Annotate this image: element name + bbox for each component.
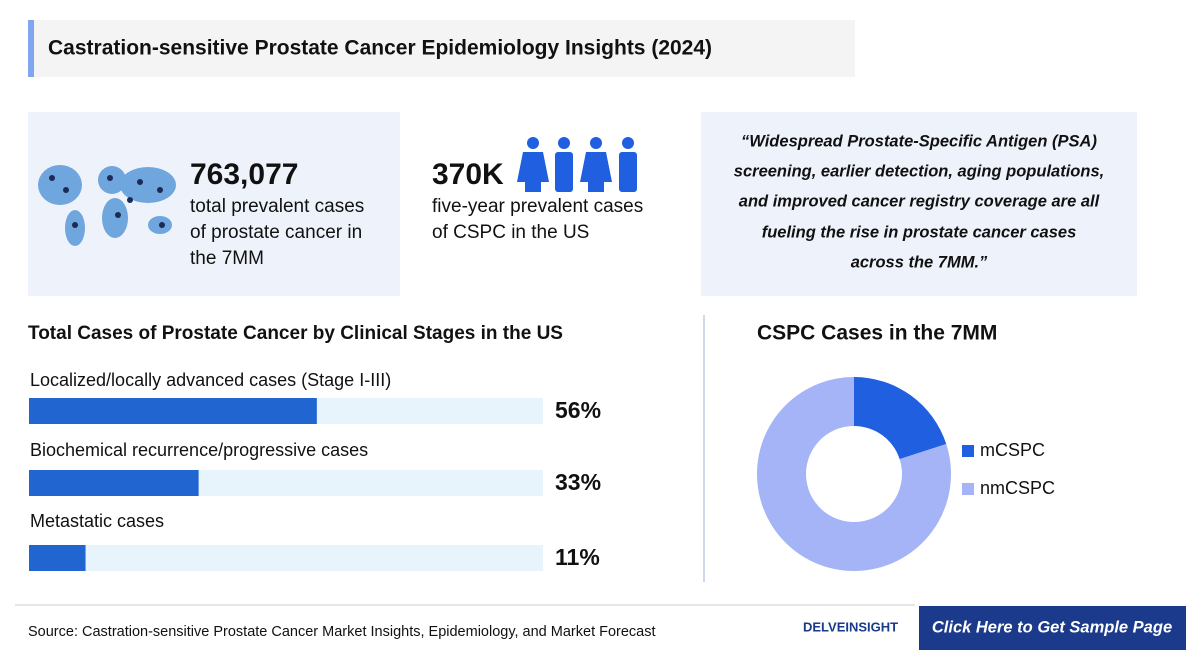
bar	[29, 398, 317, 424]
quote-line: screening, earlier detection, aging popu…	[734, 162, 1104, 180]
legend-swatch	[962, 483, 974, 495]
world-map-icon	[38, 165, 176, 246]
value-label: 33%	[555, 469, 601, 495]
legend-label: nmCSPC	[980, 478, 1055, 498]
bar	[29, 470, 199, 496]
bar	[29, 545, 86, 571]
stat-text: total prevalent cases	[190, 196, 364, 217]
sample-button[interactable]	[919, 606, 1186, 650]
donut-slice	[854, 377, 947, 460]
legend-swatch	[962, 445, 974, 457]
quote-line: “Widespread Prostate-Specific Antigen (P…	[741, 132, 1097, 150]
value-label: 56%	[555, 397, 601, 423]
category-label: Metastatic cases	[30, 511, 164, 531]
map-markers	[49, 175, 165, 228]
title-bar	[28, 20, 855, 77]
donut-slice	[756, 377, 951, 571]
category-label: Biochemical recurrence/progressive cases	[30, 440, 368, 460]
chart-title: CSPC Cases in the 7MM	[757, 322, 997, 345]
stat-text: of CSPC in the US	[432, 222, 589, 243]
chart-title: Total Cases of Prostate Cancer by Clinic…	[28, 323, 563, 344]
stat-text: the 7MM	[190, 248, 264, 269]
quote-line: fueling the rise in prostate cancer case…	[762, 223, 1077, 241]
quote-box	[701, 112, 1137, 296]
stat-value: 763,077	[190, 158, 298, 191]
source-text: Source: Castration-sensitive Prostate Ca…	[28, 624, 656, 640]
logo: DELVEINSIGHT	[803, 619, 898, 634]
legend-label: mCSPC	[980, 440, 1045, 460]
value-label: 11%	[555, 544, 600, 570]
quote-line: across the 7MM.”	[851, 253, 988, 271]
category-label: Localized/locally advanced cases (Stage …	[30, 370, 391, 390]
page-title: Castration-sensitive Prostate Cancer Epi…	[48, 37, 712, 60]
stat-text: of prostate cancer in	[190, 222, 362, 243]
people-icon	[517, 137, 637, 192]
stat-box	[28, 112, 400, 296]
stat-text: five-year prevalent cases	[432, 196, 643, 217]
bar-track	[29, 545, 543, 571]
sample-button-text[interactable]: Click Here to Get Sample Page	[932, 618, 1172, 636]
quote-line: and improved cancer registry coverage ar…	[739, 192, 1100, 210]
title-accent	[28, 20, 34, 77]
stat-value: 370K	[432, 158, 504, 191]
